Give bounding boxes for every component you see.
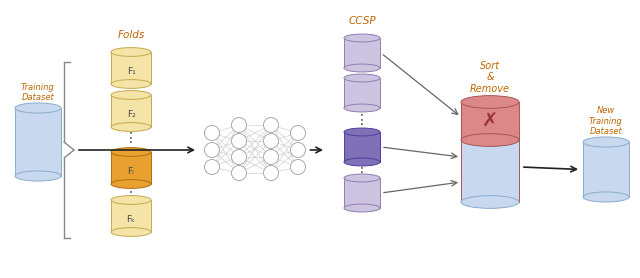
Ellipse shape	[15, 103, 61, 113]
Circle shape	[264, 133, 278, 148]
Text: ⋮: ⋮	[355, 113, 369, 127]
Ellipse shape	[111, 80, 151, 88]
Ellipse shape	[344, 174, 380, 182]
Bar	[344, 38, 380, 68]
Bar	[461, 102, 519, 140]
Text: Fₖ: Fₖ	[127, 215, 136, 224]
Circle shape	[232, 165, 246, 180]
Ellipse shape	[344, 34, 380, 42]
Ellipse shape	[583, 137, 629, 147]
Circle shape	[205, 160, 220, 175]
Ellipse shape	[344, 128, 380, 136]
Text: F₁: F₁	[127, 67, 136, 76]
Ellipse shape	[111, 196, 151, 204]
Bar	[111, 52, 151, 84]
Bar	[344, 178, 380, 208]
Ellipse shape	[461, 96, 519, 108]
Text: ⋮: ⋮	[355, 161, 369, 175]
Ellipse shape	[344, 64, 380, 72]
Text: Training
Dataset: Training Dataset	[21, 83, 55, 102]
Circle shape	[291, 125, 305, 140]
Circle shape	[291, 143, 305, 158]
Ellipse shape	[111, 148, 151, 157]
Circle shape	[232, 150, 246, 165]
Text: ⋮: ⋮	[124, 185, 138, 199]
Ellipse shape	[111, 180, 151, 188]
Text: Folds: Folds	[117, 30, 145, 40]
Text: Sort
&
Remove: Sort & Remove	[470, 61, 510, 94]
Bar	[461, 140, 519, 202]
Circle shape	[264, 150, 278, 165]
Circle shape	[264, 165, 278, 180]
Ellipse shape	[111, 48, 151, 56]
Text: ⋮: ⋮	[124, 131, 138, 145]
Circle shape	[291, 160, 305, 175]
Ellipse shape	[461, 196, 519, 208]
Text: ✗: ✗	[482, 111, 498, 130]
Circle shape	[205, 143, 220, 158]
Ellipse shape	[344, 104, 380, 112]
Bar	[15, 108, 61, 176]
Circle shape	[232, 133, 246, 148]
Bar	[344, 132, 380, 162]
Bar	[111, 152, 151, 184]
Text: F₂: F₂	[127, 110, 136, 119]
Ellipse shape	[344, 204, 380, 212]
Bar	[111, 95, 151, 127]
Ellipse shape	[111, 228, 151, 236]
Circle shape	[264, 118, 278, 133]
Circle shape	[205, 125, 220, 140]
Ellipse shape	[15, 171, 61, 181]
Ellipse shape	[111, 123, 151, 131]
Text: CCSP: CCSP	[348, 16, 376, 26]
Circle shape	[232, 118, 246, 133]
Ellipse shape	[461, 134, 519, 147]
Ellipse shape	[583, 192, 629, 202]
Ellipse shape	[344, 74, 380, 82]
Text: New
Training
Dataset: New Training Dataset	[589, 106, 623, 136]
Bar	[344, 78, 380, 108]
Bar	[111, 200, 151, 232]
Bar	[583, 142, 629, 197]
Ellipse shape	[111, 91, 151, 100]
Text: Fᵢ: Fᵢ	[127, 167, 134, 176]
Ellipse shape	[344, 158, 380, 166]
